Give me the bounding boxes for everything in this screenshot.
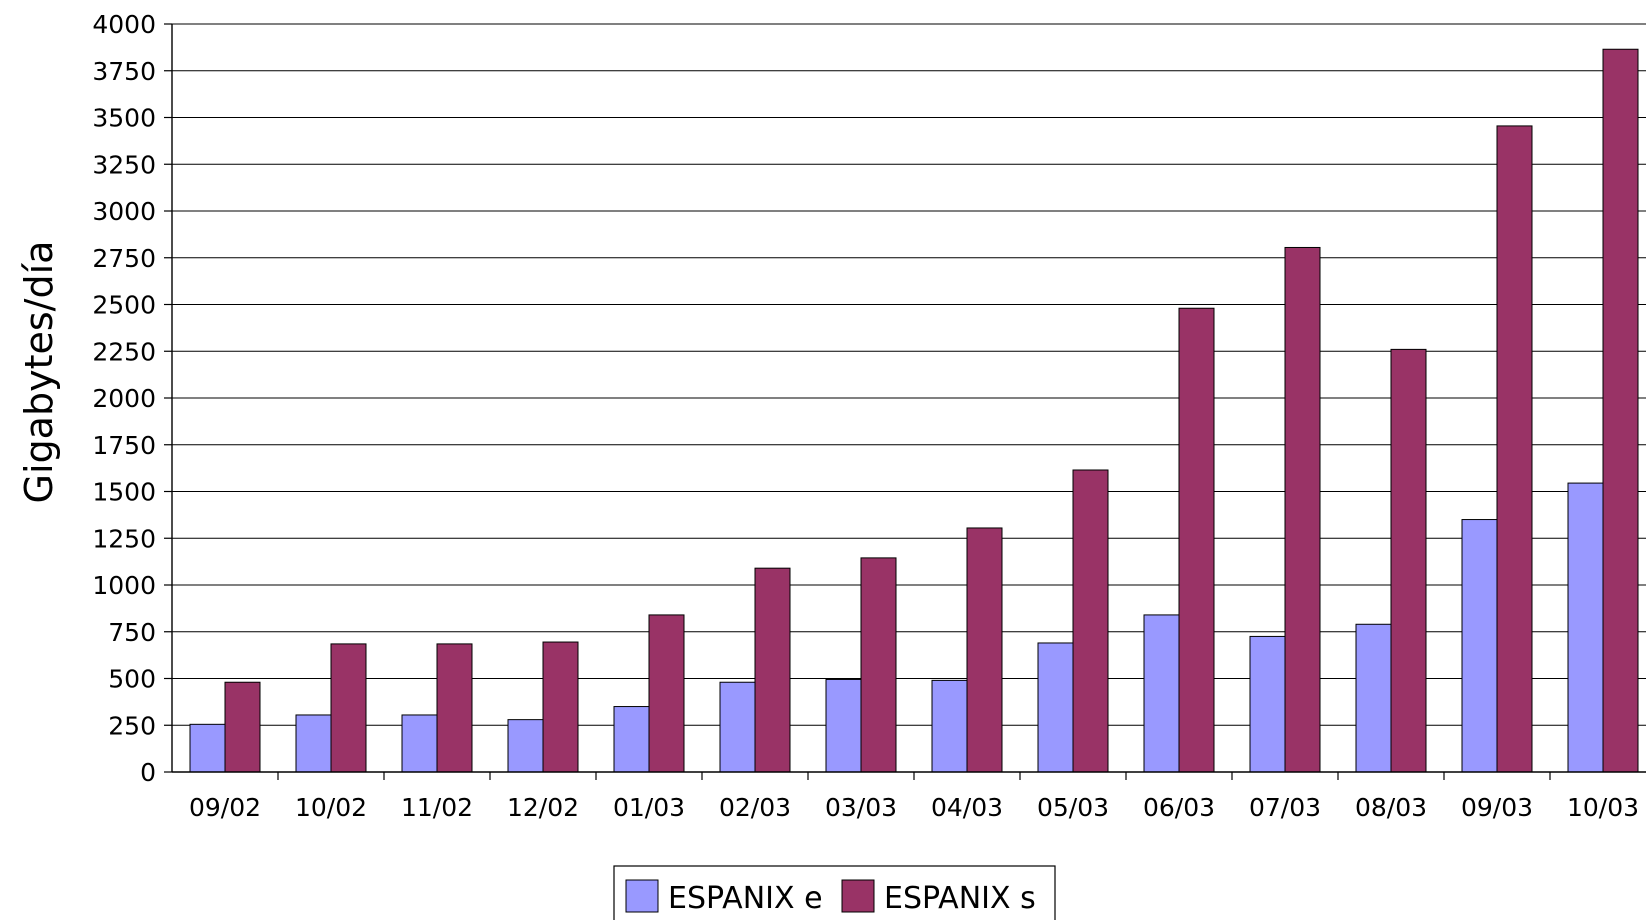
y-tick-labels: 0 250 500 750 1000 1250 1500 1750 2000 2250 2500 27… xyxy=(92,10,156,787)
x-tick-label: 06/03 xyxy=(1143,793,1215,822)
bar-espanix-s xyxy=(1496,125,1533,773)
bars xyxy=(189,48,1639,773)
x-tick-label: 08/03 xyxy=(1355,793,1427,822)
x-tick-label: 09/02 xyxy=(189,793,261,822)
bar-espanix-e xyxy=(189,723,226,773)
y-tick-label: 2750 xyxy=(92,244,156,273)
y-tick-label: 1500 xyxy=(92,478,156,507)
bar-espanix-e xyxy=(1249,635,1286,773)
y-tick-label: 3000 xyxy=(92,197,156,226)
bar-espanix-s xyxy=(754,567,791,773)
x-tick-label: 01/03 xyxy=(613,793,685,822)
bar-espanix-s xyxy=(1390,348,1427,773)
y-tick-label: 500 xyxy=(108,665,156,694)
bar-espanix-e xyxy=(295,714,332,773)
legend-label: ESPANIX s xyxy=(884,881,1036,916)
bar-espanix-e xyxy=(1461,519,1498,773)
y-axis-label: Gigabytes/día xyxy=(17,241,61,504)
y-tick-label: 1750 xyxy=(92,431,156,460)
x-tick-label: 07/03 xyxy=(1249,793,1321,822)
legend: ESPANIX e ESPANIX s xyxy=(613,865,1056,924)
legend-swatch xyxy=(625,879,659,913)
legend-label: ESPANIX e xyxy=(668,881,823,916)
bar-espanix-s xyxy=(542,641,579,773)
y-tick-label: 0 xyxy=(140,758,156,787)
y-tick-label: 4000 xyxy=(92,10,156,39)
x-tick-label: 05/03 xyxy=(1037,793,1109,822)
bar-espanix-s xyxy=(966,527,1003,773)
x-tick-label: 11/02 xyxy=(401,793,473,822)
bar-espanix-e xyxy=(1143,614,1180,773)
bar-espanix-e xyxy=(401,714,438,773)
x-tick-label: 10/03 xyxy=(1567,793,1639,822)
bar-espanix-e xyxy=(931,679,968,773)
x-tick-label: 12/02 xyxy=(507,793,579,822)
legend-swatch xyxy=(841,879,875,913)
bar-espanix-s xyxy=(1284,246,1321,773)
bar-espanix-e xyxy=(1037,642,1074,773)
y-tick-label: 750 xyxy=(108,618,156,647)
y-tick-label: 250 xyxy=(108,711,156,740)
bar-espanix-e xyxy=(507,719,544,773)
y-tick-label: 1000 xyxy=(92,571,156,600)
y-tick-label: 1250 xyxy=(92,524,156,553)
bar-espanix-s xyxy=(224,681,261,773)
bar-espanix-e xyxy=(1355,623,1392,773)
bar-espanix-s xyxy=(436,643,473,773)
bar-espanix-s xyxy=(860,557,897,773)
axes xyxy=(164,23,1646,780)
gridlines xyxy=(172,23,1646,726)
bar-espanix-e xyxy=(1567,482,1604,773)
bar-espanix-s xyxy=(1072,469,1109,773)
bar-espanix-e xyxy=(613,706,650,773)
y-tick-label: 3500 xyxy=(92,104,156,133)
bar-espanix-e xyxy=(719,681,756,773)
bar-espanix-s xyxy=(1602,48,1639,773)
legend-box xyxy=(613,865,1056,924)
y-tick-label: 2500 xyxy=(92,291,156,320)
x-tick-label: 10/02 xyxy=(295,793,367,822)
bar-espanix-s xyxy=(648,614,685,773)
bar-espanix-e xyxy=(825,678,862,773)
x-tick-label: 03/03 xyxy=(825,793,897,822)
x-tick-labels: 09/02 10/02 11/02 12/02 01/03 02/03 03/03 04/03… xyxy=(189,793,1639,822)
y-tick-label: 3250 xyxy=(92,150,156,179)
bar-espanix-s xyxy=(330,643,367,773)
x-tick-label: 09/03 xyxy=(1461,793,1533,822)
bar-espanix-s xyxy=(1178,307,1215,773)
y-tick-label: 2250 xyxy=(92,337,156,366)
y-tick-label: 3750 xyxy=(92,57,156,86)
x-tick-label: 04/03 xyxy=(931,793,1003,822)
x-tick-label: 02/03 xyxy=(719,793,791,822)
y-tick-label: 2000 xyxy=(92,384,156,413)
